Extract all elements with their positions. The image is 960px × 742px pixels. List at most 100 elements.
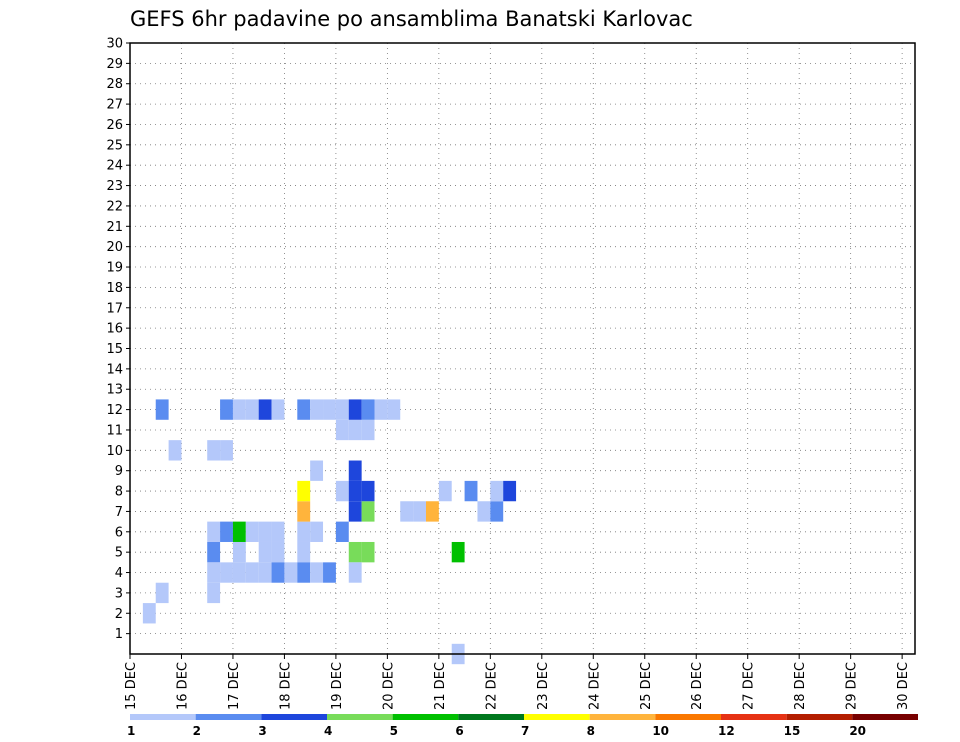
legend-label: 5: [390, 724, 398, 738]
x-tick-label: 17 DEC: [227, 662, 242, 710]
precip-cell: [297, 562, 311, 583]
precip-cell: [232, 541, 246, 563]
precip-cell: [374, 399, 388, 420]
precip-cell: [438, 480, 452, 502]
precip-cell: [245, 562, 259, 583]
legend-swatch: [786, 714, 853, 720]
precip-cell: [361, 399, 375, 420]
precip-cell: [490, 501, 504, 522]
y-tick-label: 13: [106, 383, 123, 398]
precip-cell: [451, 541, 465, 563]
precip-cell: [400, 501, 414, 522]
precip-cell: [271, 399, 285, 420]
legend-label: 6: [455, 724, 463, 738]
precip-cell: [207, 562, 221, 583]
legend-swatch: [130, 714, 196, 720]
precip-cell: [284, 562, 298, 583]
legend-swatch: [655, 714, 721, 720]
precip-cell: [220, 562, 233, 583]
precip-cell: [335, 399, 349, 420]
chart-title: GEFS 6hr padavine po ansamblima Banatski…: [130, 7, 693, 31]
precip-cell: [207, 521, 221, 542]
y-tick-label: 17: [106, 301, 123, 316]
precip-cell: [245, 399, 259, 420]
y-tick-label: 27: [106, 98, 123, 113]
precip-cell: [361, 501, 375, 522]
precip-cell: [297, 541, 311, 563]
y-tick-label: 9: [115, 464, 123, 479]
y-tick-label: 19: [106, 261, 123, 276]
precip-cell: [271, 541, 285, 563]
x-tick-label: 24 DEC: [587, 662, 602, 710]
precip-cell: [348, 562, 362, 583]
y-tick-label: 24: [106, 159, 123, 174]
precip-cell: [348, 460, 362, 481]
precip-cell: [413, 501, 426, 522]
legend-swatch: [392, 714, 459, 720]
y-tick-label: 23: [106, 179, 123, 194]
precip-cell: [348, 419, 362, 441]
y-tick-label: 28: [106, 77, 123, 92]
x-tick-label: 22 DEC: [484, 662, 499, 710]
legend-swatch: [852, 714, 918, 720]
precip-cell: [271, 562, 285, 583]
precip-cell: [207, 440, 221, 461]
precip-cell: [297, 521, 311, 542]
precip-cell: [155, 399, 169, 420]
y-tick-label: 15: [106, 342, 123, 357]
y-tick-label: 18: [106, 281, 123, 296]
legend-swatch: [327, 714, 393, 720]
x-tick-label: 23 DEC: [536, 662, 551, 710]
precip-cell: [220, 440, 233, 461]
x-tick-label: 15 DEC: [124, 662, 139, 710]
x-tick-label: 27 DEC: [742, 662, 757, 710]
precip-cell: [348, 541, 362, 563]
precip-cell: [335, 419, 349, 441]
precip-cell: [464, 480, 478, 502]
precip-cell: [258, 562, 272, 583]
legend-swatch: [524, 714, 590, 720]
x-tick-label: 25 DEC: [639, 662, 654, 710]
precip-cell: [490, 480, 504, 502]
x-tick-label: 19 DEC: [330, 662, 345, 710]
x-tick-label: 20 DEC: [381, 662, 396, 710]
y-tick-label: 3: [115, 586, 123, 601]
precip-cell: [310, 521, 324, 542]
x-tick-label: 29 DEC: [845, 662, 860, 710]
precip-cell: [323, 562, 336, 583]
y-tick-label: 2: [115, 607, 123, 622]
precip-cell: [142, 603, 156, 624]
legend-swatch: [721, 714, 787, 720]
precip-cell: [335, 521, 349, 542]
precip-cell: [361, 541, 375, 563]
legend-label: 2: [193, 724, 201, 738]
x-tick-label: 26 DEC: [690, 662, 705, 710]
precip-cell: [310, 562, 324, 583]
precip-cell: [232, 562, 246, 583]
precip-cell: [348, 399, 362, 420]
y-tick-label: 8: [115, 485, 123, 500]
precip-cell: [477, 501, 491, 522]
precip-cell: [310, 460, 324, 481]
precip-cell: [361, 480, 375, 502]
x-axis: 15 DEC 16 DEC 17 DEC 18 DEC 19 DEC 20 DEC 21 D…: [124, 654, 911, 710]
legend-swatch: [589, 714, 656, 720]
precip-cell: [258, 541, 272, 563]
y-tick-label: 1: [115, 627, 123, 642]
precip-cell: [258, 399, 272, 420]
y-tick-label: 29: [106, 57, 123, 72]
precip-cell: [361, 419, 375, 441]
y-tick-label: 5: [115, 546, 123, 561]
legend-label: 8: [587, 724, 595, 738]
precip-cell: [503, 480, 517, 502]
precip-cell: [232, 399, 246, 420]
precip-cell: [297, 399, 311, 420]
y-tick-label: 14: [106, 362, 123, 377]
x-tick-label: 28 DEC: [793, 662, 808, 710]
precip-cell: [323, 399, 336, 420]
legend-label: 10: [652, 724, 669, 738]
y-tick-label: 16: [106, 322, 123, 337]
y-tick-label: 10: [106, 444, 123, 459]
precip-cell: [207, 541, 221, 563]
precip-cell: [297, 480, 311, 502]
